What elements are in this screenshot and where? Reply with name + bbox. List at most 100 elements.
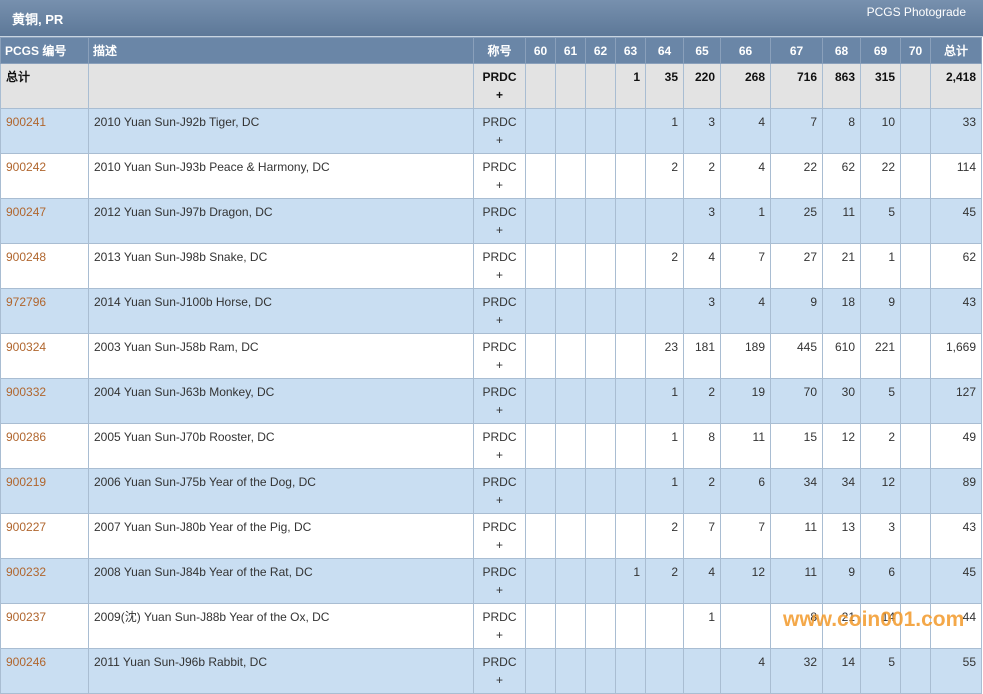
cell: 27 xyxy=(770,243,823,289)
cell xyxy=(555,603,586,649)
coin-row: 900242 2010 Yuan Sun-J93b Peace & Harmony… xyxy=(0,153,982,199)
cell: 30 xyxy=(822,378,861,424)
cell xyxy=(615,648,646,694)
cell: 220 xyxy=(683,63,721,109)
cell: PRDC + xyxy=(473,108,526,154)
cell: 9 xyxy=(860,288,901,334)
cell xyxy=(615,333,646,379)
pcgs-number-link[interactable]: 900247 xyxy=(6,205,47,219)
cell xyxy=(555,288,586,334)
cell: 8 xyxy=(822,108,861,154)
cell: 5 xyxy=(860,198,901,244)
cell: 2 xyxy=(683,153,721,199)
cell: 900332 xyxy=(0,378,89,424)
cell: 12 xyxy=(822,423,861,469)
cell xyxy=(585,648,616,694)
cell xyxy=(555,513,586,559)
cell: 900246 xyxy=(0,648,89,694)
coin-row: 900247 2012 Yuan Sun-J97b Dragon, DC PRDC … xyxy=(0,198,982,244)
cell: 1 xyxy=(645,378,684,424)
cell xyxy=(615,153,646,199)
coin-row: 972796 2014 Yuan Sun-J100b Horse, DC PRDC … xyxy=(0,288,982,334)
cell xyxy=(585,63,616,109)
cell xyxy=(615,198,646,244)
pcgs-number-link[interactable]: 900219 xyxy=(6,475,47,489)
pcgs-number-link[interactable]: 900332 xyxy=(6,385,47,399)
cell xyxy=(900,288,931,334)
cell xyxy=(555,648,586,694)
cell: 221 xyxy=(860,333,901,379)
cell: 900324 xyxy=(0,333,89,379)
cell: 25 xyxy=(770,198,823,244)
cell: 7 xyxy=(720,513,771,559)
coin-row: 900248 2013 Yuan Sun-J98b Snake, DC PRDC +… xyxy=(0,243,982,289)
pcgs-number-link[interactable]: 900241 xyxy=(6,115,47,129)
pcgs-number-link[interactable]: 900227 xyxy=(6,520,47,534)
pcgs-number-link[interactable]: 900248 xyxy=(6,250,47,264)
cell: PRDC + xyxy=(473,423,526,469)
cell xyxy=(900,153,931,199)
cell: 35 xyxy=(645,63,684,109)
column-header: 60 xyxy=(525,37,556,64)
pcgs-number-link[interactable]: 900286 xyxy=(6,430,47,444)
cell xyxy=(88,63,474,109)
coin-row: 900241 2010 Yuan Sun-J92b Tiger, DC PRDC +… xyxy=(0,108,982,154)
cell: 2 xyxy=(645,513,684,559)
coin-row: 900246 2011 Yuan Sun-J96b Rabbit, DC PRDC … xyxy=(0,648,982,694)
cell: 1 xyxy=(645,423,684,469)
cell: PRDC + xyxy=(473,153,526,199)
cell xyxy=(900,423,931,469)
cell xyxy=(555,468,586,514)
pcgs-number-link[interactable]: 900324 xyxy=(6,340,47,354)
cell: PRDC + xyxy=(473,468,526,514)
column-header: 62 xyxy=(585,37,616,64)
cell: 11 xyxy=(770,513,823,559)
cell: 610 xyxy=(822,333,861,379)
column-header: 总计 xyxy=(930,37,982,64)
cell xyxy=(525,108,556,154)
cell: 863 xyxy=(822,63,861,109)
pcgs-number-link[interactable]: 972796 xyxy=(6,295,47,309)
coin-row: 900324 2003 Yuan Sun-J58b Ram, DC PRDC + 23… xyxy=(0,333,982,379)
column-header: 64 xyxy=(645,37,684,64)
cell: 189 xyxy=(720,333,771,379)
cell xyxy=(555,378,586,424)
cell: PRDC + xyxy=(473,243,526,289)
cell xyxy=(555,333,586,379)
pcgs-number-link[interactable]: 900237 xyxy=(6,610,47,624)
cell: 45 xyxy=(930,198,982,244)
pcgs-number-link[interactable]: 900232 xyxy=(6,565,47,579)
cell xyxy=(525,513,556,559)
cell: 3 xyxy=(860,513,901,559)
cell: 12 xyxy=(720,558,771,604)
cell: 62 xyxy=(930,243,982,289)
cell: 11 xyxy=(720,423,771,469)
column-header: PCGS 编号 xyxy=(0,37,89,64)
cell xyxy=(585,108,616,154)
cell xyxy=(585,153,616,199)
pcgs-number-link[interactable]: 900242 xyxy=(6,160,47,174)
pcgs-number-link[interactable]: 900246 xyxy=(6,655,47,669)
cell: 13 xyxy=(822,513,861,559)
cell xyxy=(900,558,931,604)
cell xyxy=(525,198,556,244)
cell: 49 xyxy=(930,423,982,469)
cell: 7 xyxy=(770,108,823,154)
total-row: 总计 PRDC + 1 35 220 268 716 863 315 2,418 xyxy=(0,63,982,109)
cell: 21 xyxy=(822,603,861,649)
cell: 3 xyxy=(683,288,721,334)
column-header: 70 xyxy=(900,37,931,64)
photograde-link[interactable]: PCGS Photograde xyxy=(866,5,966,19)
cell: 445 xyxy=(770,333,823,379)
cell: 2 xyxy=(683,378,721,424)
cell xyxy=(525,288,556,334)
cell: 1 xyxy=(645,108,684,154)
cell: PRDC + xyxy=(473,333,526,379)
cell xyxy=(585,423,616,469)
cell: 3 xyxy=(683,198,721,244)
cell: 34 xyxy=(822,468,861,514)
cell: 1,669 xyxy=(930,333,982,379)
cell: 2012 Yuan Sun-J97b Dragon, DC xyxy=(88,198,474,244)
cell: 1 xyxy=(683,603,721,649)
cell: PRDC + xyxy=(473,63,526,109)
